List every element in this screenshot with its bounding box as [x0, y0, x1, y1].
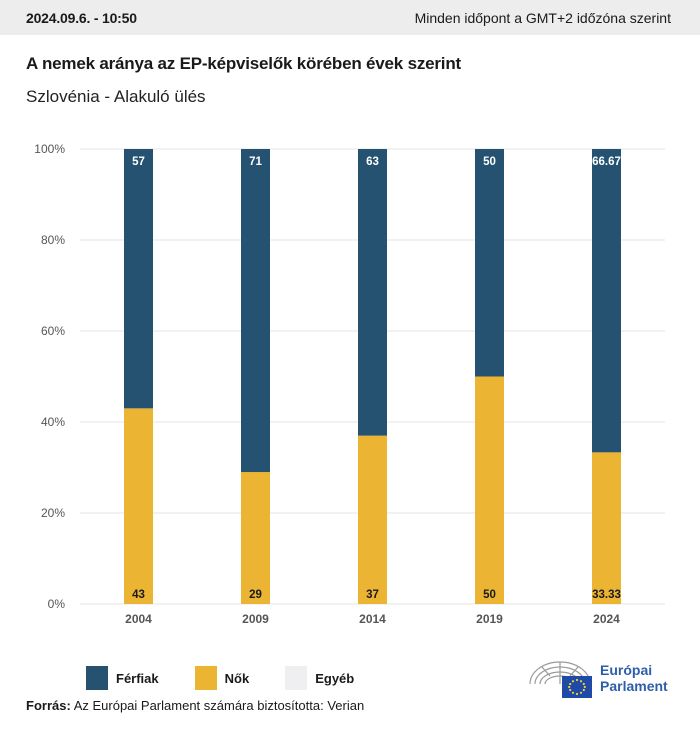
logo-line-2: Parlament: [600, 678, 668, 694]
chart-subtitle: Szlovénia - Alakuló ülés: [26, 87, 206, 106]
data-label-men: 63: [366, 156, 379, 168]
legend-label-men: Férfiak: [116, 670, 159, 686]
y-tick-label: 20%: [41, 506, 65, 520]
x-tick-label: 2004: [125, 612, 152, 626]
data-label-women: 29: [249, 589, 262, 601]
bar-women: [124, 408, 153, 604]
legend-label-women: Nők: [224, 670, 250, 686]
data-label-men: 57: [132, 156, 145, 168]
x-tick-label: 2014: [359, 612, 386, 626]
y-tick-label: 0%: [48, 597, 66, 611]
bar-men: [592, 149, 621, 453]
source-text: Az Európai Parlament számára biztosított…: [73, 698, 365, 713]
legend-label-other: Egyéb: [315, 670, 355, 686]
data-label-men: 50: [483, 156, 496, 168]
bar-women: [358, 435, 387, 604]
timestamp: 2024.09.6. - 10:50: [26, 9, 137, 26]
legend: Férfiak Nők Egyéb: [86, 666, 390, 690]
y-tick-label: 80%: [41, 233, 65, 247]
legend-item-other[interactable]: Egyéb: [285, 666, 354, 690]
data-label-women: 33.33: [592, 589, 621, 601]
stacked-bar-chart: 0% 20% 40% 60% 80% 100% 57 43 2004 71 29 2009 63 37 20…: [34, 142, 665, 626]
y-tick-label: 40%: [41, 415, 65, 429]
data-label-women: 43: [132, 589, 145, 601]
legend-item-men[interactable]: Férfiak: [86, 666, 159, 690]
logo-text: Európai Parlament: [600, 662, 668, 694]
legend-swatch-women: [194, 666, 217, 690]
x-tick-label: 2019: [476, 612, 503, 626]
x-tick-label: 2009: [242, 612, 269, 626]
bar-men: [358, 149, 387, 436]
bar-men: [124, 149, 153, 409]
bar-men: [475, 149, 504, 377]
data-label-women: 37: [366, 589, 379, 601]
source-note: Forrás: Az Európai Parlament számára biz…: [26, 698, 364, 713]
y-tick-label: 100%: [34, 142, 65, 156]
parliament-hemicycle-icon: [529, 661, 592, 698]
bar-women: [241, 472, 270, 604]
data-label-women: 50: [483, 589, 496, 601]
legend-swatch-men: [86, 666, 108, 690]
legend-item-women[interactable]: Nők: [194, 666, 250, 690]
x-tick-label: 2024: [593, 612, 620, 626]
bar-men: [241, 149, 270, 473]
bar-women: [475, 376, 504, 604]
data-label-men: 71: [249, 156, 262, 168]
top-bar: 2024.09.6. - 10:50 Minden időpont a GMT+…: [0, 0, 700, 35]
timezone-note: Minden időpont a GMT+2 időzóna szerint: [414, 9, 671, 26]
chart-title: A nemek aránya az EP-képviselők körében …: [26, 54, 461, 73]
ep-logo: Európai Parlament: [528, 658, 668, 698]
data-label-men: 66.67: [592, 156, 621, 168]
source-label: Forrás:: [26, 698, 71, 713]
legend-swatch-other: [285, 666, 308, 690]
logo-line-1: Európai: [600, 662, 653, 678]
bar-women: [592, 452, 621, 604]
y-tick-label: 60%: [41, 324, 65, 338]
